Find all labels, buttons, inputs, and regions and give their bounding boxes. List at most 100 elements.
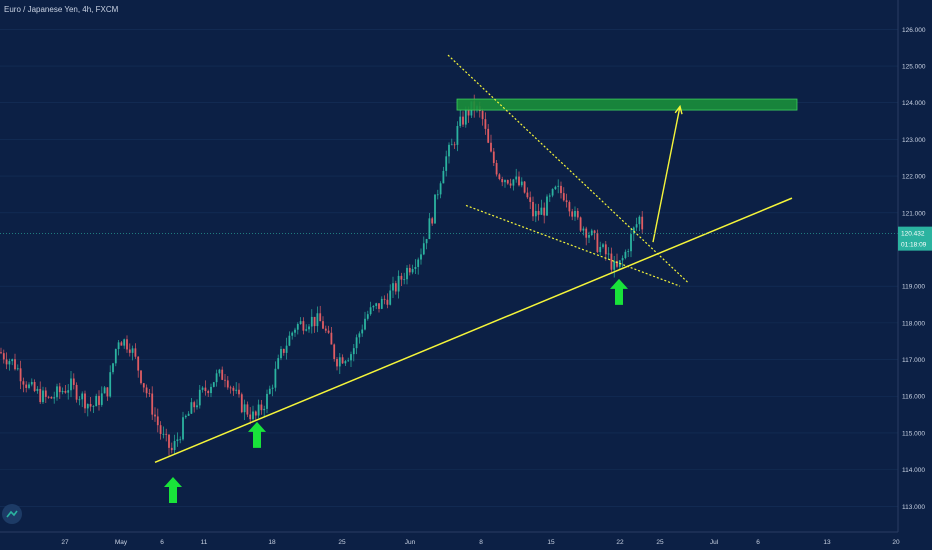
candle-body bbox=[624, 251, 627, 259]
candle-body bbox=[456, 125, 459, 145]
candle-body bbox=[568, 202, 571, 212]
candle-body bbox=[579, 217, 582, 231]
candle-body bbox=[431, 218, 434, 224]
price-tick-label: 119.000 bbox=[902, 284, 925, 291]
candle-body bbox=[327, 330, 330, 333]
tradingview-logo-icon[interactable] bbox=[2, 504, 22, 524]
candle-body bbox=[448, 144, 450, 157]
candle-body bbox=[462, 116, 464, 125]
candle-body bbox=[81, 393, 84, 400]
candle-body bbox=[641, 216, 644, 230]
candle-body bbox=[375, 303, 378, 306]
price-tick-label: 126.000 bbox=[902, 27, 926, 34]
candle-body bbox=[179, 439, 182, 441]
candle-body bbox=[585, 228, 588, 238]
candle-body bbox=[204, 387, 207, 392]
candle-body bbox=[420, 254, 422, 260]
candle-body bbox=[380, 298, 383, 309]
candle-body bbox=[397, 275, 400, 292]
candle-body bbox=[588, 234, 590, 238]
candle-body bbox=[221, 369, 224, 380]
candle-body bbox=[425, 239, 428, 244]
candle-body bbox=[361, 329, 364, 334]
candle-body bbox=[442, 170, 445, 184]
candle-body bbox=[176, 439, 179, 442]
candle-body bbox=[414, 266, 417, 269]
candle-body bbox=[492, 151, 495, 163]
candle-body bbox=[523, 181, 526, 193]
candle-body bbox=[408, 267, 411, 273]
candle-body bbox=[518, 176, 520, 186]
candle-body bbox=[529, 197, 532, 202]
candle-body bbox=[75, 384, 78, 400]
time-tick-label: 11 bbox=[201, 539, 208, 546]
candle-body bbox=[39, 388, 42, 403]
support-trendline bbox=[154, 197, 793, 463]
candle-body bbox=[316, 313, 319, 327]
candle-body bbox=[428, 218, 431, 240]
candle-body bbox=[366, 314, 369, 319]
candle-body bbox=[313, 316, 316, 327]
candle-body bbox=[333, 344, 336, 360]
candle-body bbox=[154, 414, 156, 417]
candle-body bbox=[613, 261, 616, 270]
candle-body bbox=[632, 227, 635, 235]
candle-body bbox=[58, 386, 61, 393]
candle-body bbox=[319, 313, 322, 322]
candle-body bbox=[453, 144, 456, 146]
price-tick-label: 123.000 bbox=[902, 137, 926, 144]
current-price-label: 120.432 bbox=[901, 231, 925, 238]
candle-body bbox=[89, 404, 92, 407]
candle-body bbox=[53, 397, 56, 399]
candle-body bbox=[210, 386, 212, 394]
candle-body bbox=[504, 180, 506, 183]
candle-body bbox=[450, 144, 453, 146]
candle-body bbox=[36, 388, 39, 391]
candle-body bbox=[86, 404, 89, 409]
candle-body bbox=[394, 283, 397, 292]
candle-body bbox=[490, 142, 492, 152]
price-axis[interactable]: 126.000 125.000 124.000 123.000 122.000 121.0… bbox=[897, 0, 932, 550]
price-tick-label: 117.000 bbox=[902, 357, 925, 364]
candle-body bbox=[187, 413, 190, 416]
candle-body bbox=[72, 378, 75, 385]
up-arrow-icon bbox=[164, 476, 182, 503]
candle-body bbox=[548, 195, 551, 197]
time-tick-label: 15 bbox=[547, 539, 555, 546]
candle-body bbox=[128, 349, 131, 353]
candle-body bbox=[341, 357, 344, 364]
candle-body bbox=[459, 116, 462, 126]
price-tick-label: 114.000 bbox=[902, 467, 925, 474]
candle-body bbox=[495, 162, 498, 175]
candle-body bbox=[299, 321, 302, 325]
current-price-tag bbox=[898, 226, 932, 251]
candle-body bbox=[481, 111, 484, 120]
candle-body bbox=[165, 433, 168, 435]
time-axis[interactable]: 27 May 6 11 18 25 Jun 8 15 22 25 Jul 6 13 20 bbox=[0, 531, 932, 550]
projection-arrow-line bbox=[652, 106, 681, 243]
up-arrow-icon bbox=[248, 421, 266, 448]
candle-body bbox=[30, 381, 33, 385]
candle-body bbox=[201, 387, 204, 390]
candle-body bbox=[537, 210, 540, 215]
candle-body bbox=[170, 447, 173, 451]
countdown-label: 01:18:09 bbox=[901, 242, 927, 249]
candle-body bbox=[562, 193, 565, 201]
candle-body bbox=[100, 393, 103, 405]
price-tick-label: 122.000 bbox=[902, 174, 926, 181]
candle-body bbox=[184, 415, 187, 418]
candle-body bbox=[16, 368, 19, 370]
candle-body bbox=[294, 329, 296, 333]
candle-body bbox=[560, 185, 562, 194]
candle-body bbox=[243, 404, 246, 413]
candle-body bbox=[137, 356, 140, 371]
candle-body bbox=[551, 189, 554, 196]
price-tick-label: 124.000 bbox=[902, 100, 926, 107]
drawings bbox=[0, 54, 898, 503]
candle-body bbox=[285, 345, 288, 353]
candle-body bbox=[207, 391, 210, 394]
candle-body bbox=[534, 210, 537, 217]
candle-body bbox=[190, 402, 193, 414]
candle-body bbox=[417, 259, 420, 267]
